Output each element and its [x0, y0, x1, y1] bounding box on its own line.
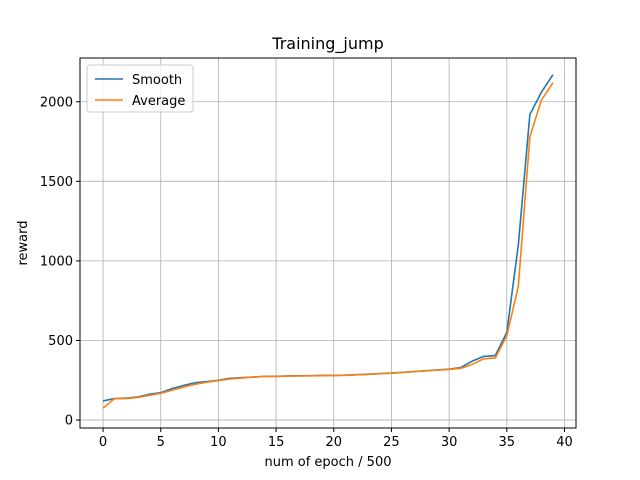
series-lines: [102, 74, 554, 409]
legend-label: Average: [132, 94, 185, 109]
y-tick-label: 0: [65, 414, 73, 429]
grid: [80, 58, 576, 428]
legend: Smooth Average: [86, 64, 194, 113]
y-tick-label: 1000: [40, 254, 73, 269]
x-tick-label: 10: [210, 435, 227, 450]
x-tick-label: 5: [157, 435, 165, 450]
y-axis-label: reward: [16, 220, 31, 265]
x-tick-label: 30: [441, 435, 458, 450]
y-tick-label: 2000: [40, 95, 73, 110]
y-tick-label: 1500: [40, 175, 73, 190]
x-tick-label: 35: [499, 435, 516, 450]
series-line-average: [102, 82, 554, 409]
x-tick-label: 25: [383, 435, 400, 450]
x-tick-label: 0: [99, 435, 107, 450]
x-tick-label: 20: [325, 435, 342, 450]
ticks: 0 5 10 15 20 25 30 35 40 0 500 1000 1500 2000: [40, 95, 573, 450]
x-axis-label: num of epoch / 500: [265, 455, 392, 470]
x-tick-label: 15: [268, 435, 285, 450]
legend-label: Smooth: [132, 73, 182, 88]
chart-title: Training_jump: [271, 34, 383, 54]
x-tick-label: 40: [556, 435, 573, 450]
plot-frame: [79, 57, 577, 429]
y-tick-label: 500: [48, 334, 73, 349]
